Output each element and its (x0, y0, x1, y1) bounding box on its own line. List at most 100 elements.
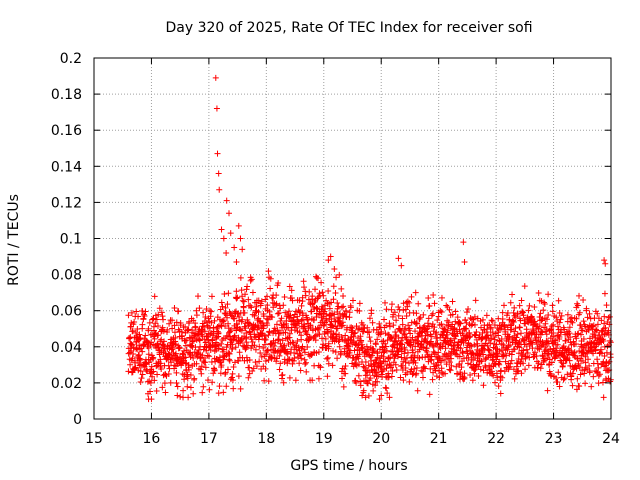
data-point (238, 287, 245, 294)
data-point (535, 360, 542, 367)
data-point (204, 352, 211, 359)
data-point (333, 274, 340, 281)
data-point (280, 379, 287, 386)
data-point (399, 362, 406, 369)
data-point (385, 355, 392, 362)
data-point (236, 349, 243, 356)
data-point (193, 360, 200, 367)
data-point (414, 387, 421, 394)
data-point (496, 361, 503, 368)
data-point (318, 279, 325, 286)
data-point (426, 302, 433, 309)
data-point (577, 322, 584, 329)
data-point (426, 391, 433, 398)
data-point (240, 298, 247, 305)
data-point (406, 360, 413, 367)
data-point (601, 290, 608, 297)
data-point (216, 186, 223, 193)
data-point (273, 292, 280, 299)
y-tick-label: 0.2 (60, 51, 82, 67)
data-point (193, 307, 200, 314)
data-point (281, 293, 288, 300)
data-point (286, 283, 293, 290)
y-tick-label: 0.1 (60, 232, 82, 248)
data-point (265, 268, 272, 275)
data-point (233, 288, 240, 295)
data-point (554, 323, 561, 330)
data-point (183, 337, 190, 344)
data-point (400, 377, 407, 384)
data-point (386, 323, 393, 330)
data-point (206, 325, 213, 332)
data-point (201, 328, 208, 335)
data-point (424, 332, 431, 339)
data-point (414, 340, 421, 347)
data-point (350, 338, 357, 345)
data-point (237, 339, 244, 346)
data-point (480, 351, 487, 358)
data-point (235, 310, 242, 317)
data-point (522, 366, 529, 373)
data-point (467, 371, 474, 378)
data-point (233, 258, 240, 265)
data-point (322, 342, 329, 349)
data-point (202, 359, 209, 366)
data-point (483, 312, 490, 319)
x-tick-label: 21 (430, 431, 448, 447)
data-point (301, 323, 308, 330)
data-point (594, 321, 601, 328)
data-point (394, 351, 401, 358)
data-point (584, 314, 591, 321)
x-tick-label: 18 (257, 431, 275, 447)
data-point (289, 339, 296, 346)
data-point (498, 367, 505, 374)
data-point (550, 329, 557, 336)
data-point (582, 380, 589, 387)
data-point (479, 330, 486, 337)
data-point (556, 333, 563, 340)
data-point (454, 370, 461, 377)
data-point (533, 352, 540, 359)
data-point (505, 364, 512, 371)
data-point (406, 378, 413, 385)
data-point (438, 294, 445, 301)
data-point (218, 299, 225, 306)
data-point (288, 295, 295, 302)
data-point (352, 329, 359, 336)
data-point (544, 355, 551, 362)
data-point (592, 326, 599, 333)
data-point (298, 355, 305, 362)
data-point (420, 344, 427, 351)
data-point (561, 375, 568, 382)
data-point (257, 349, 264, 356)
data-point (313, 350, 320, 357)
data-point (473, 328, 480, 335)
data-point (161, 380, 168, 387)
data-point (361, 364, 368, 371)
data-point (206, 353, 213, 360)
data-point (297, 367, 304, 374)
data-point (504, 346, 511, 353)
data-point (334, 300, 341, 307)
data-point (511, 375, 518, 382)
data-point (191, 375, 198, 382)
data-point (376, 396, 383, 403)
data-point (531, 318, 538, 325)
data-point (131, 319, 138, 326)
data-point (393, 331, 400, 338)
data-point (269, 314, 276, 321)
data-point (288, 324, 295, 331)
data-point (249, 289, 256, 296)
data-point (303, 368, 310, 375)
data-point (383, 365, 390, 372)
data-point (129, 327, 136, 334)
data-point (429, 310, 436, 317)
data-point (472, 366, 479, 373)
data-point (428, 333, 435, 340)
data-point (435, 354, 442, 361)
data-point (225, 290, 232, 297)
data-point (252, 346, 259, 353)
data-point (200, 309, 207, 316)
data-point (413, 370, 420, 377)
